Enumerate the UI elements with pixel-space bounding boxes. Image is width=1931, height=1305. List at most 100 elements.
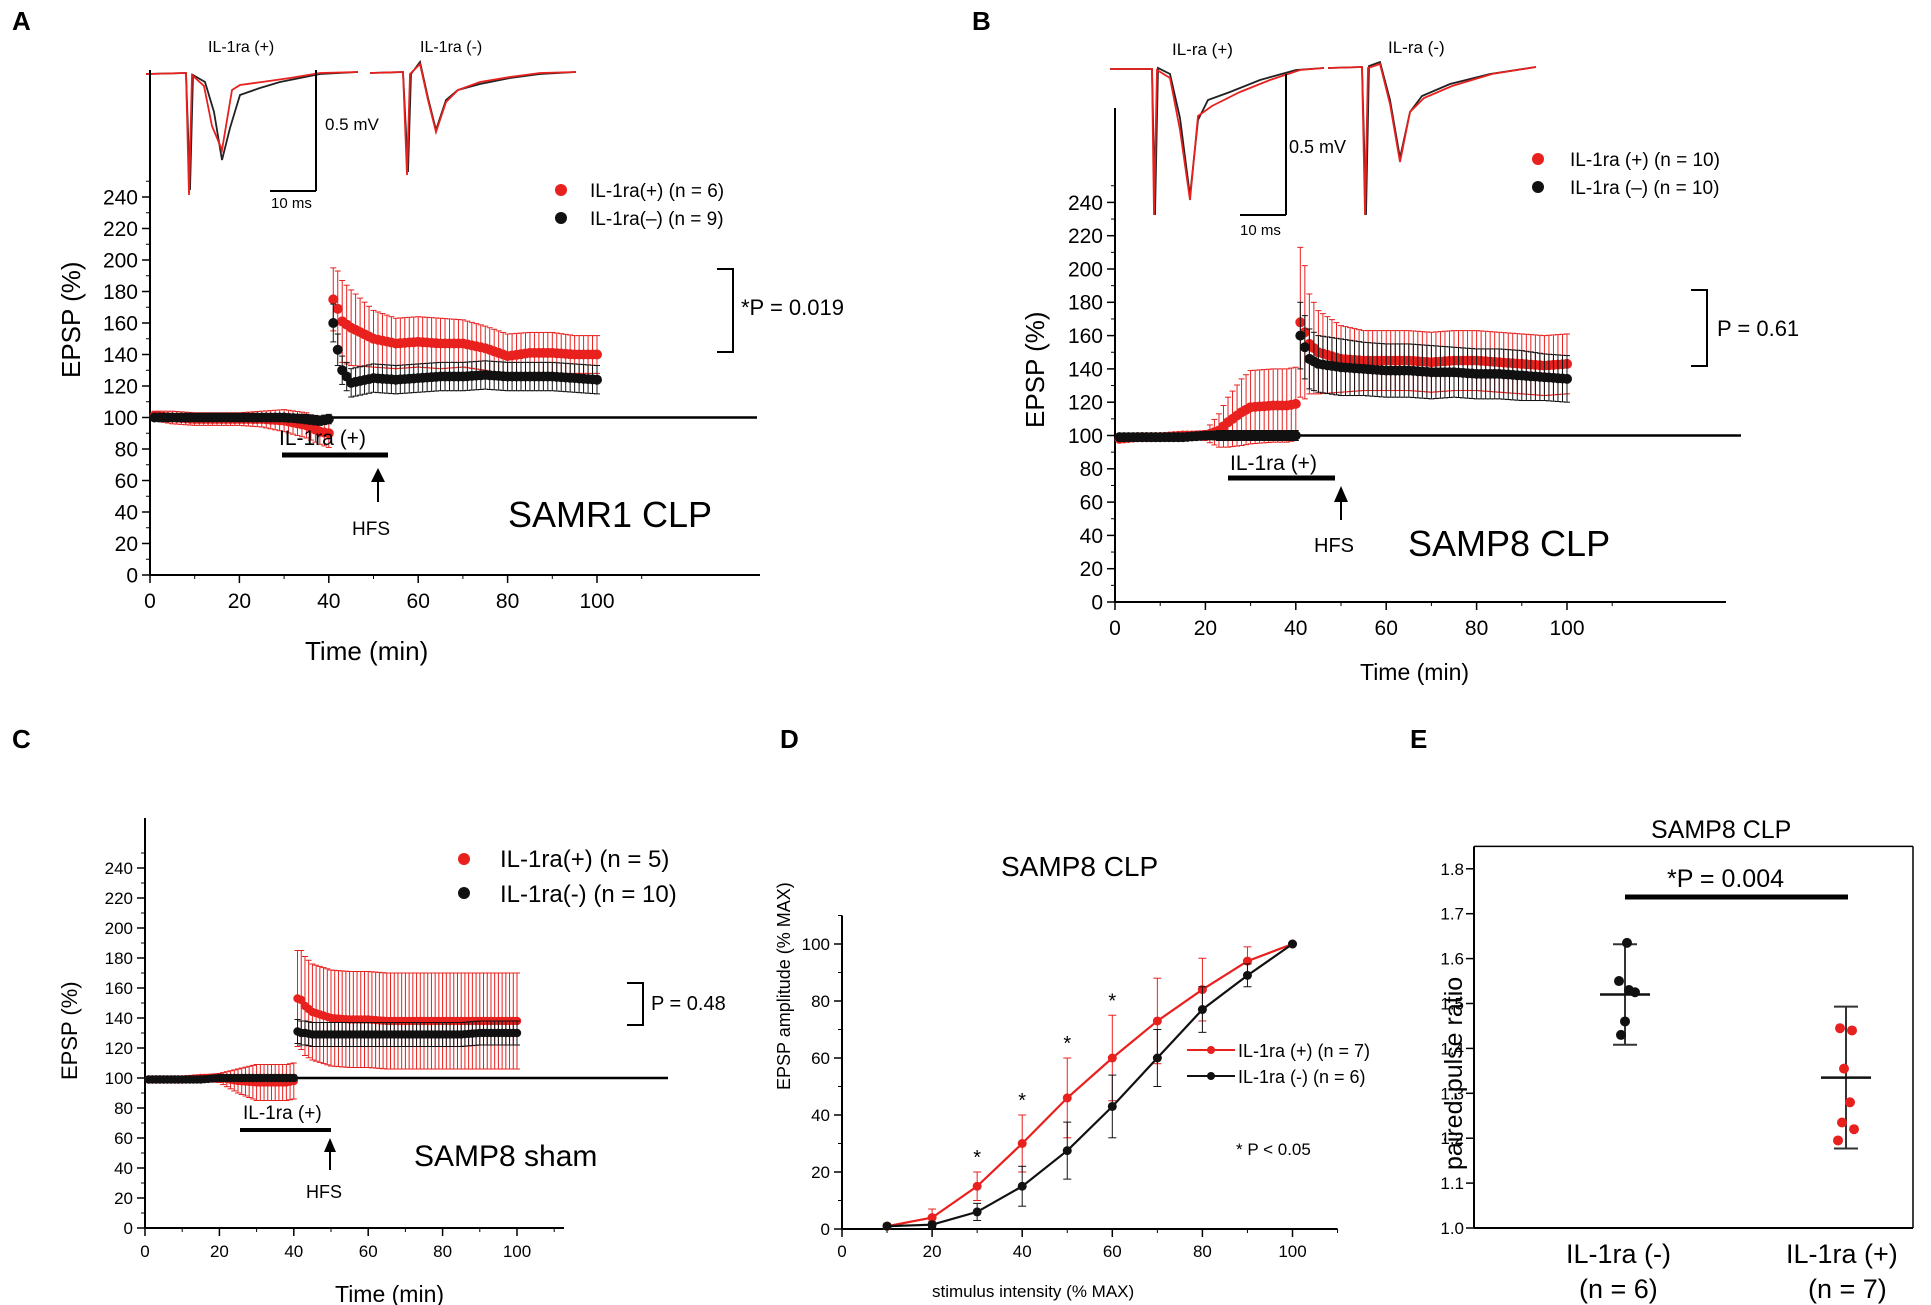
chart-title: SAMP8 sham [414,1140,597,1173]
p-value: P = 0.48 [651,993,726,1015]
data-point [1107,1101,1117,1111]
y-axis-label: EPSP amplitude (% MAX) [774,882,794,1090]
x-tick-label: 60 [1375,617,1398,640]
y-tick-label: 1.6 [1440,950,1464,969]
x-tick-label: 0 [144,590,156,613]
data-point [1622,937,1632,948]
y-tick-label: 40 [1080,525,1103,548]
panel-e: E 1.01.11.21.31.41.51.61.71.8 SAMP8 CLP … [1410,724,1914,1304]
y-tick-label: 220 [1068,225,1103,248]
y-tick-label: 0 [1091,591,1103,614]
y-tick-label: 140 [1068,358,1103,381]
epsp-traces [1110,60,1537,216]
legend-label-minus: IL-1ra (-) (n = 6) [1238,1067,1366,1087]
y-axis-label: EPSP (%) [57,981,82,1080]
y-tick-label: 1.3 [1440,1084,1464,1103]
group-red [1821,1005,1871,1150]
y-axis-label: paired-pulse ratio [1440,977,1468,1170]
y-tick-label: 120 [103,375,138,398]
data-point [1288,939,1297,949]
x-tick-label: 20 [923,1242,942,1261]
data-point [1017,1139,1027,1148]
y-tick-label: 40 [811,1106,830,1125]
data-point [1290,398,1301,409]
y-tick-label: 40 [114,1159,133,1178]
y-axis-label: EPSP (%) [56,261,86,378]
y-tick-label: 20 [811,1163,830,1182]
y-tick-label: 0 [126,564,138,587]
plot-data [1600,937,1871,1150]
data-point [1839,1063,1849,1074]
significance-bracket [717,268,734,353]
significance-star: * [1018,1090,1026,1112]
data-point [1849,1124,1859,1135]
significance-star: * [973,1147,981,1169]
trace-label-plus: IL-ra (+) [1172,40,1233,59]
data-point [328,318,339,328]
panel-letter: A [12,6,31,36]
chart-title: SAMR1 CLP [508,494,712,535]
data-point [1833,1135,1843,1146]
trace-label-minus: IL-ra (-) [1388,38,1445,57]
panel-letter: B [972,6,991,36]
legend-marker-plus [555,184,567,196]
x-axis-label: stimulus intensity (% MAX) [932,1282,1134,1301]
drug-label: IL-1ra (+) [243,1103,322,1124]
data-point [1845,1097,1855,1108]
series-red [144,950,522,1101]
significance-note: * P < 0.05 [1236,1140,1311,1159]
legend-marker-minus [555,212,567,224]
legend-label-plus: IL-1ra (+) (n = 10) [1570,150,1720,171]
significance-bracket [1691,289,1708,367]
plot-data [149,267,602,448]
y-tick-label: 1.4 [1440,1039,1464,1058]
y-axis-label: EPSP (%) [1020,311,1050,428]
data-point [927,1213,937,1223]
hfs-arrow-head [1334,486,1348,502]
y-tick-label: 220 [103,218,138,241]
y-tick-label: 1.5 [1440,994,1464,1013]
y-tick-label: 1.7 [1440,905,1464,924]
panel-c: C 0 20 40 60 80 100 120 140 160 180 200 220 240 0 20 40… [12,724,726,1305]
y-tick-label: 0 [124,1219,133,1238]
legend-marker-plus [458,853,470,865]
trace-label-minus: IL-1ra (-) [420,39,482,56]
data-point [1242,970,1252,980]
scale-mv-label: 0.5 mV [1289,137,1346,157]
x-tick-label: 40 [317,590,340,613]
legend-label-minus: IL-1ra (–) (n = 10) [1570,178,1719,199]
data-point [1107,1053,1117,1063]
y-tick-label: 240 [103,186,138,209]
legend-marker-plus [1532,153,1544,165]
y-tick-label: 60 [115,470,138,493]
legend-label-plus: IL-1ra (+) (n = 7) [1238,1041,1370,1061]
y-tick-label: 1.2 [1440,1129,1464,1148]
hfs-label: HFS [352,519,390,540]
hfs-label: HFS [306,1182,342,1202]
legend-label-minus: IL-1ra(-) (n = 10) [500,881,677,908]
legend-marker-minus [1532,181,1544,193]
data-point [972,1207,982,1217]
hfs-arrow-head [324,1138,336,1152]
plot-data: * * * * [882,939,1297,1231]
y-tick-label: 100 [105,1069,133,1088]
x-tick-label: 20 [210,1242,229,1261]
panel-b: B IL-ra (+) IL-ra (-) 0.5 mV 10 ms 0 20 40… [972,6,1799,685]
y-tick-label: 160 [103,312,138,335]
x-tick-label: 60 [359,1242,378,1261]
significance-star: * [1108,990,1116,1012]
y-tick-label: 200 [103,249,138,272]
x-axis-label: Time (min) [335,1281,444,1305]
x-tick-label: 80 [496,590,519,613]
category-count-minus: (n = 6) [1579,1274,1658,1304]
y-tick-label: 20 [115,533,138,556]
series-red [882,939,1297,1231]
y-tick-label: 1.8 [1440,860,1464,879]
significance-bracket [627,982,644,1026]
y-tick-label: 160 [105,979,133,998]
trace-minus-black [369,59,577,173]
x-tick-label: 40 [1284,617,1307,640]
data-point [1630,987,1640,998]
x-tick-label: 20 [228,590,251,613]
legend-marker-plus [1207,1046,1215,1054]
